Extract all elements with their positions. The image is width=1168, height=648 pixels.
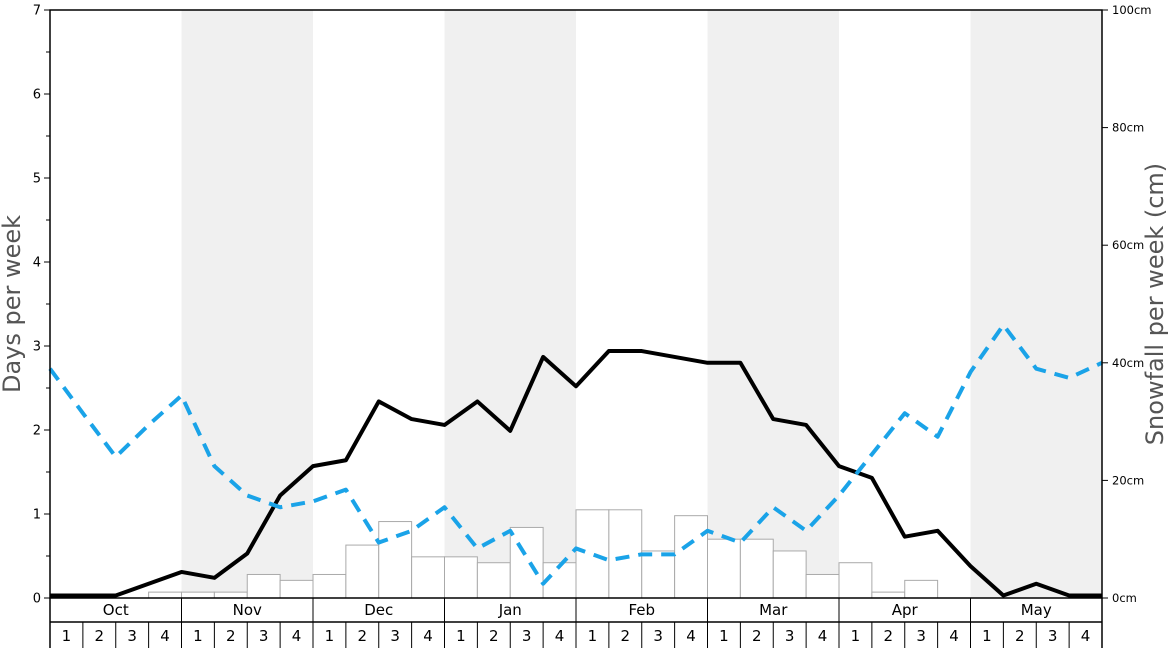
snowfall-bar	[444, 556, 478, 599]
snowfall-bar	[575, 509, 610, 599]
month-shade-mar	[707, 10, 839, 598]
snowfall-bar	[279, 579, 314, 599]
week-label: 4	[160, 627, 170, 645]
left-y-axis: 0 1 2 3 4 5 6 7	[33, 4, 50, 607]
right-tick-label: 40cm	[1112, 356, 1144, 370]
week-label: 1	[588, 627, 598, 645]
right-tick-label: 100cm	[1112, 3, 1151, 17]
snowfall-bar	[674, 515, 708, 599]
right-tick-label: 20cm	[1112, 473, 1144, 487]
week-label: 1	[193, 627, 203, 645]
left-tick-label: 1	[33, 508, 41, 523]
left-tick-label: 2	[33, 424, 41, 439]
left-tick-label: 5	[33, 172, 41, 187]
snowfall-bar	[181, 591, 215, 599]
right-axis-title: Snowfall per week (cm)	[1141, 163, 1168, 445]
dashed-series-line	[48, 323, 1103, 586]
snowfall-bar	[411, 556, 445, 599]
left-axis-title: Days per week	[0, 215, 26, 393]
right-tick-label: 0cm	[1112, 591, 1137, 605]
month-label: Oct	[103, 601, 129, 619]
month-shading	[181, 10, 1102, 598]
week-label: 3	[1048, 627, 1058, 645]
snowfall-bar	[772, 550, 807, 599]
right-tick-label: 60cm	[1112, 238, 1144, 252]
month-label: Feb	[628, 601, 655, 619]
snowfall-bar	[213, 591, 248, 599]
week-label: 1	[851, 627, 861, 645]
week-label: 1	[62, 627, 72, 645]
snowfall-bar	[148, 591, 182, 599]
week-label: 4	[686, 627, 696, 645]
snowfall-bar	[476, 562, 511, 599]
week-label: 2	[489, 627, 499, 645]
week-label: 1	[982, 627, 992, 645]
week-label: 2	[95, 627, 105, 645]
snowfall-bar	[805, 573, 840, 599]
left-tick-label: 4	[33, 256, 41, 271]
week-label: 4	[555, 627, 565, 645]
week-label: 2	[226, 627, 236, 645]
left-tick-label: 0	[33, 592, 41, 607]
week-label: 1	[456, 627, 466, 645]
week-label: 3	[127, 627, 137, 645]
week-label: 3	[785, 627, 795, 645]
week-label: 3	[390, 627, 400, 645]
snowfall-bar	[345, 544, 380, 599]
snowfall-bar	[246, 573, 281, 599]
snowfall-bar	[904, 579, 939, 599]
snowfall-bar	[312, 573, 347, 599]
week-label: 2	[621, 627, 631, 645]
left-tick-label: 3	[33, 340, 41, 355]
week-label: 4	[949, 627, 959, 645]
week-label: 3	[916, 627, 926, 645]
left-tick-label: 6	[33, 88, 41, 103]
week-label: 4	[423, 627, 433, 645]
month-label: Nov	[233, 601, 262, 619]
week-label: 3	[259, 627, 269, 645]
snowfall-bar	[608, 509, 643, 599]
solid-series-line	[50, 349, 1102, 598]
day-lines	[48, 323, 1103, 598]
week-label: 3	[522, 627, 532, 645]
month-shade-may	[970, 10, 1102, 598]
week-label: 2	[752, 627, 762, 645]
right-tick-label: 80cm	[1112, 121, 1144, 135]
snowfall-bar	[838, 562, 873, 599]
week-label: 4	[818, 627, 828, 645]
month-shade-nov	[181, 10, 313, 598]
week-label: 3	[653, 627, 663, 645]
snowfall-bar	[739, 538, 774, 599]
week-label: 4	[292, 627, 302, 645]
week-label: 2	[358, 627, 368, 645]
snowfall-bar	[509, 526, 544, 599]
month-label: Jan	[498, 601, 522, 619]
month-label: May	[1021, 601, 1052, 619]
month-label: Mar	[759, 601, 788, 619]
x-axis-table: Oct 1 2 3 4 Nov 1 2 3 4 Dec 1 2 3 4 Jan 1 2 3 4 Feb 1 2 3 4 Mar 1 2…	[49, 598, 1103, 648]
snowfall-bar	[641, 550, 676, 599]
snowfall-bar	[707, 538, 741, 599]
week-label: 1	[325, 627, 335, 645]
week-label: 2	[1015, 627, 1025, 645]
week-label: 4	[1081, 627, 1091, 645]
week-label: 2	[884, 627, 894, 645]
right-y-axis: 0cm 20cm 40cm 60cm 80cm 100cm	[1102, 3, 1151, 605]
snowfall-bar	[871, 591, 906, 599]
month-shade-jan	[444, 10, 576, 598]
week-label: 1	[719, 627, 729, 645]
month-label: Apr	[892, 601, 919, 619]
month-label: Dec	[364, 601, 393, 619]
left-tick-label: 7	[33, 4, 41, 19]
